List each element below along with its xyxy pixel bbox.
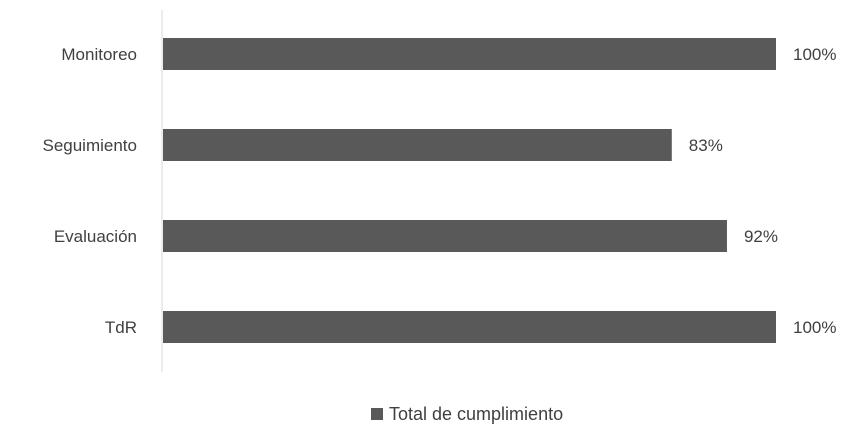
data-label: 83% <box>689 136 723 155</box>
bar-seguimiento <box>163 129 672 161</box>
bar-monitoreo <box>163 38 776 70</box>
bars-group <box>163 38 776 343</box>
data-labels-group: 100% 83% 92% 100% <box>689 45 837 337</box>
data-label: 100% <box>793 45 836 64</box>
bar-evaluaci-n <box>163 220 727 252</box>
category-label: Seguimiento <box>42 136 137 155</box>
category-label: Monitoreo <box>61 45 137 64</box>
legend-label: Total de cumplimiento <box>389 404 563 424</box>
category-label: TdR <box>105 318 137 337</box>
data-label: 92% <box>744 227 778 246</box>
data-label: 100% <box>793 318 836 337</box>
bar-tdr <box>163 311 776 343</box>
category-labels-group: Monitoreo Seguimiento Evaluación TdR <box>42 45 137 337</box>
legend-swatch <box>371 408 383 420</box>
category-label: Evaluación <box>54 227 137 246</box>
legend: Total de cumplimiento <box>371 404 563 424</box>
